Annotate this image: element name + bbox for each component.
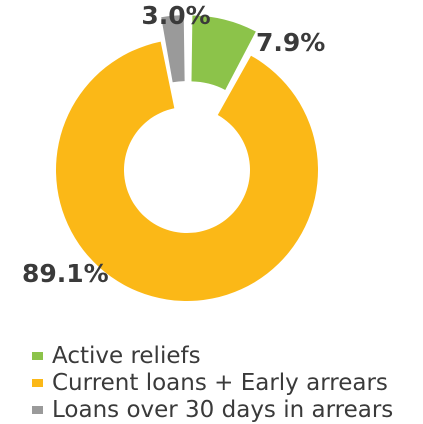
slice-loans-over-30-days [161, 15, 185, 83]
legend-item-active-reliefs: Active reliefs [32, 342, 393, 369]
data-label-loans-over-30-days: 3.0% [141, 1, 210, 30]
legend-swatch-current-loans [32, 378, 43, 387]
legend: Active reliefs Current loans + Early arr… [32, 342, 393, 423]
data-label-current-loans: 89.1% [22, 259, 109, 288]
legend-label-loans-over-30-days: Loans over 30 days in arrears [52, 396, 394, 423]
legend-label-current-loans: Current loans + Early arrears [52, 369, 388, 396]
data-labels: 7.9% 89.1% 3.0% [22, 1, 325, 288]
legend-item-loans-over-30-days: Loans over 30 days in arrears [32, 396, 393, 423]
slice-active-reliefs [191, 15, 256, 90]
legend-label-active-reliefs: Active reliefs [52, 342, 201, 369]
legend-swatch-active-reliefs [32, 351, 43, 360]
legend-item-current-loans: Current loans + Early arrears [32, 369, 393, 396]
data-label-active-reliefs: 7.9% [256, 28, 325, 57]
slice-current-loans [56, 41, 318, 301]
legend-swatch-loans-over-30-days [32, 405, 43, 414]
donut-chart: 7.9% 89.1% 3.0% [22, 1, 325, 301]
donut-slices [56, 15, 318, 301]
